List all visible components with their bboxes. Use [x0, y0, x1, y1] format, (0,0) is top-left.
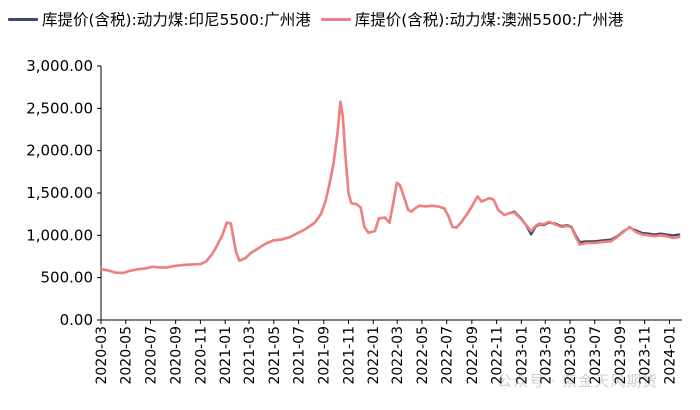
y-tick-label: 2,500.00 [26, 99, 93, 117]
legend-label-australia: 库提价(含税):动力煤:澳洲5500:广州港 [354, 11, 624, 29]
x-tick-label: 2023-03 [538, 326, 554, 385]
x-tick-label: 2021-11 [341, 326, 357, 385]
x-tick-label: 2022-11 [490, 326, 506, 385]
legend-swatch-indonesia [8, 17, 38, 21]
x-tick-label: 2020-07 [143, 326, 159, 385]
y-tick-label: 0.00 [60, 311, 93, 329]
y-tick-label: 500.00 [41, 269, 94, 287]
x-tick-label: 2022-09 [465, 326, 481, 385]
x-tick-label: 2023-09 [613, 326, 629, 385]
x-tick-label: 2020-03 [94, 326, 110, 385]
x-tick-label: 2021-05 [267, 326, 283, 385]
x-tick-label: 2020-09 [169, 326, 185, 385]
x-tick-label: 2021-09 [317, 326, 333, 385]
x-tick-label: 2021-01 [218, 326, 234, 385]
x-tick-label: 2022-05 [415, 326, 431, 385]
series-line-australia [99, 100, 681, 275]
x-tick-label: 2023-11 [638, 326, 654, 385]
x-tick-label: 2021-03 [242, 326, 258, 385]
legend-swatch-australia [320, 17, 351, 21]
y-tick-label: 1,500.00 [26, 184, 93, 202]
x-tick-label: 2022-07 [440, 326, 456, 385]
y-tick-label: 1,000.00 [26, 226, 93, 244]
watermark: 公众号 · 紫金天风期货 [497, 372, 659, 390]
legend-label-indonesia: 库提价(含税):动力煤:印尼5500:广州港 [42, 11, 311, 29]
x-tick-label: 2023-07 [588, 326, 604, 385]
y-tick-label: 2,000.00 [26, 142, 93, 160]
legend-item-indonesia: 库提价(含税):动力煤:印尼5500:广州港 [8, 8, 311, 30]
x-tick-label: 2021-07 [292, 326, 308, 385]
x-tick-label: 2020-05 [119, 326, 135, 385]
x-tick-label: 2023-05 [563, 326, 579, 385]
y-tick-label: 3,000.00 [26, 57, 93, 75]
x-tick-label: 2023-01 [514, 326, 530, 385]
x-tick-label: 2020-11 [193, 326, 209, 385]
series-line-indonesia [99, 100, 681, 275]
x-tick-label: 2022-03 [390, 326, 406, 385]
legend: 库提价(含税):动力煤:印尼5500:广州港 库提价(含税):动力煤:澳洲550… [8, 8, 633, 30]
x-tick-label: 2022-01 [366, 326, 382, 385]
legend-item-australia: 库提价(含税):动力煤:澳洲5500:广州港 [320, 8, 624, 30]
x-tick-label: 2024-01 [662, 326, 678, 385]
